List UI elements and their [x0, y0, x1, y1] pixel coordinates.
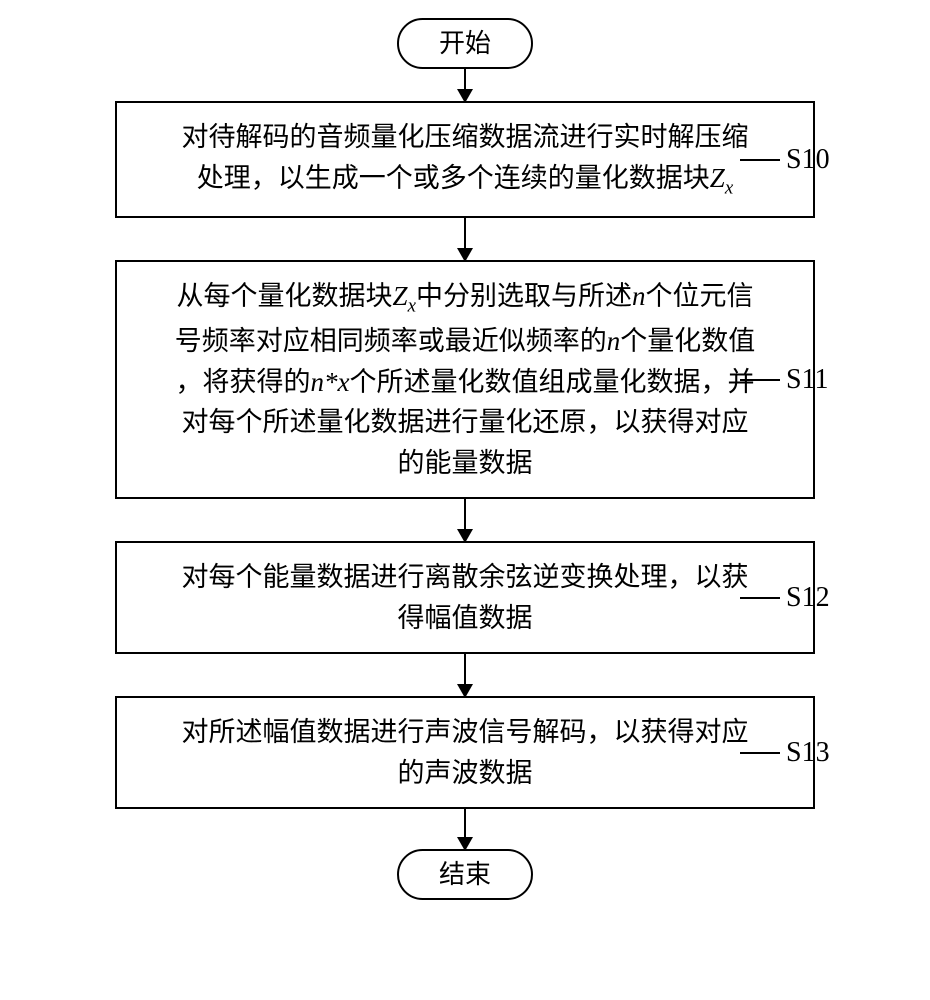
arrow [464, 69, 466, 101]
label-connector [740, 752, 780, 754]
process-s10: 对待解码的音频量化压缩数据流进行实时解压缩处理，以生成一个或多个连续的量化数据块… [115, 101, 815, 218]
label-wrap-s10: S10 [740, 144, 830, 176]
step-row-s12: 对每个能量数据进行离散余弦逆变换处理，以获得幅值数据 S12 [0, 541, 930, 654]
process-s11: 从每个量化数据块Zx中分别选取与所述n个位元信号频率对应相同频率或最近似频率的n… [115, 260, 815, 499]
terminal-end: 结束 [397, 849, 533, 900]
terminal-start: 开始 [397, 18, 533, 69]
arrow [464, 499, 466, 541]
process-text: 对所述幅值数据进行声波信号解码，以获得对应的声波数据 [182, 717, 749, 788]
label-connector [740, 159, 780, 161]
arrow [464, 218, 466, 260]
arrow [464, 654, 466, 696]
process-s13: 对所述幅值数据进行声波信号解码，以获得对应的声波数据 [115, 696, 815, 809]
arrow [464, 809, 466, 849]
step-label: S11 [786, 364, 829, 396]
flowchart-container: 开始 对待解码的音频量化压缩数据流进行实时解压缩处理，以生成一个或多个连续的量化… [0, 0, 930, 900]
process-s12: 对每个能量数据进行离散余弦逆变换处理，以获得幅值数据 [115, 541, 815, 654]
step-row-s11: 从每个量化数据块Zx中分别选取与所述n个位元信号频率对应相同频率或最近似频率的n… [0, 260, 930, 499]
label-connector [740, 379, 780, 381]
step-row-s10: 对待解码的音频量化压缩数据流进行实时解压缩处理，以生成一个或多个连续的量化数据块… [0, 101, 930, 218]
step-row-s13: 对所述幅值数据进行声波信号解码，以获得对应的声波数据 S13 [0, 696, 930, 809]
step-label: S10 [786, 144, 830, 176]
label-wrap-s12: S12 [740, 582, 830, 614]
process-text: 对每个能量数据进行离散余弦逆变换处理，以获得幅值数据 [182, 562, 749, 633]
label-connector [740, 597, 780, 599]
label-wrap-s11: S11 [740, 364, 829, 396]
step-label: S12 [786, 582, 830, 614]
process-text: 从每个量化数据块Zx中分别选取与所述n个位元信号频率对应相同频率或最近似频率的n… [175, 281, 756, 477]
process-text: 对待解码的音频量化压缩数据流进行实时解压缩处理，以生成一个或多个连续的量化数据块… [182, 122, 749, 193]
step-label: S13 [786, 737, 830, 769]
label-wrap-s13: S13 [740, 737, 830, 769]
